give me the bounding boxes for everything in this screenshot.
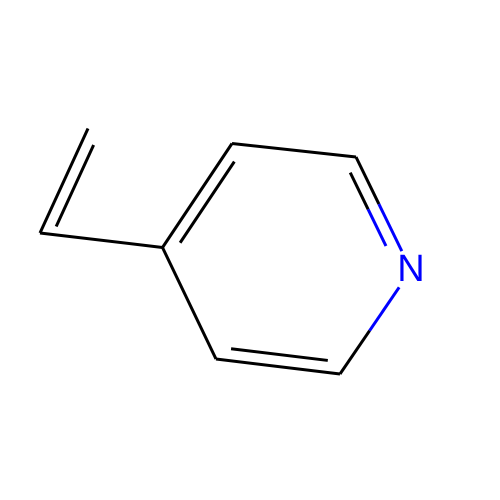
atom-label-layer: N <box>397 248 424 290</box>
bond-line <box>163 144 233 248</box>
bond-line <box>216 359 340 374</box>
bond-line <box>370 287 400 330</box>
bond-line <box>340 331 370 374</box>
bond-line <box>40 129 88 234</box>
bond-line <box>180 162 234 243</box>
bond-layer <box>40 129 402 375</box>
atom-label-N: N <box>397 248 424 290</box>
bond-line <box>356 157 379 204</box>
bond-line <box>231 349 328 361</box>
bond-line <box>379 204 402 251</box>
molecule-canvas: N <box>0 0 500 500</box>
bond-line <box>232 144 356 158</box>
bond-line <box>163 248 217 360</box>
bond-line <box>40 233 163 248</box>
